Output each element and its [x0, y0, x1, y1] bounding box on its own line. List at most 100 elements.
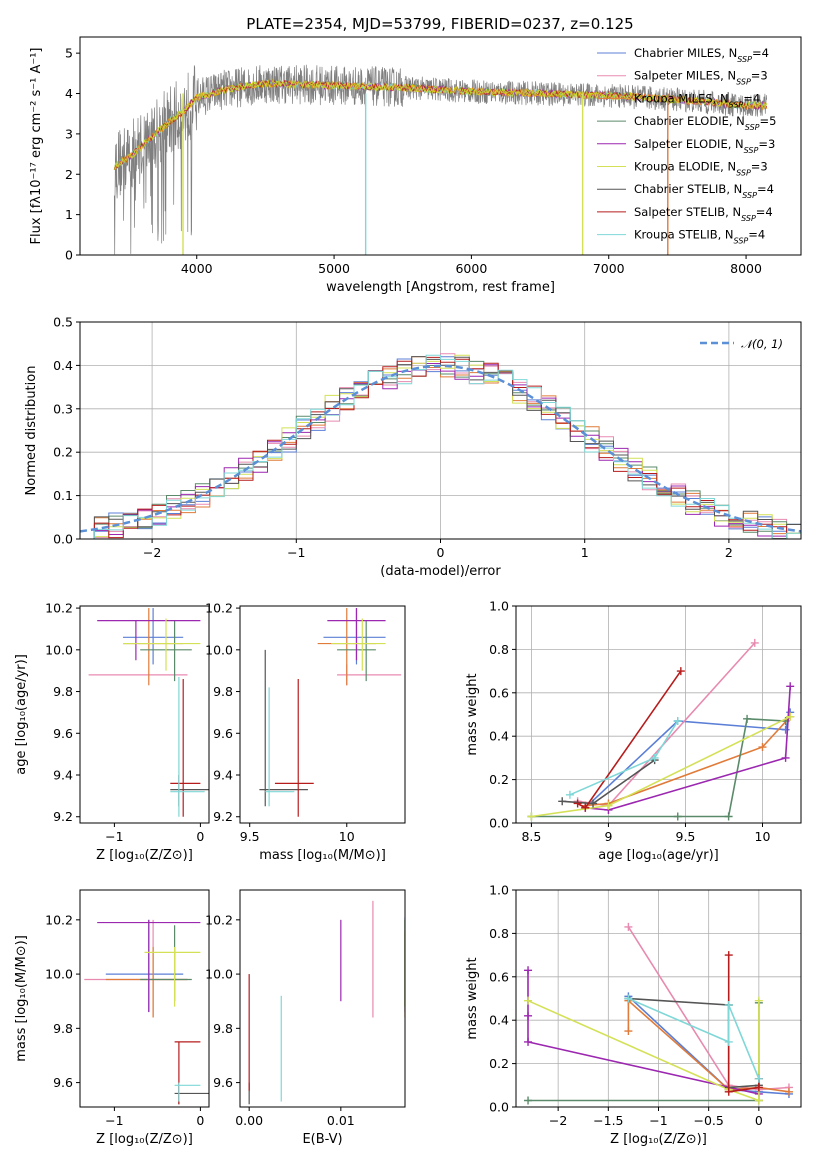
series-marker	[524, 1096, 533, 1105]
legend-subscript: SSP	[729, 100, 744, 109]
axes-frame	[79, 605, 210, 824]
weight-series	[573, 667, 685, 812]
panel-weight_vs_age: 8.5 9 9.5 10 0.0 0.2 0.4 0.6 0.8 1.0 age [log₁₀(ag…	[465, 599, 802, 863]
series-line	[584, 712, 791, 809]
errorbar-point	[170, 775, 209, 807]
legend-suffix: =4	[756, 205, 773, 219]
y-tick-label: 0.2	[53, 445, 73, 460]
y-tick-label: 10.2	[45, 601, 73, 616]
weight-series	[581, 682, 795, 814]
x-tick-label: 0	[755, 1113, 763, 1128]
panel-mass_vs_Z: −1 0 9.6 9.8 10.0 10.2 Z [log₁₀(Z/Z⊙)] mass [lo…	[14, 889, 210, 1147]
y-tick-label: 0.0	[489, 1100, 509, 1115]
panel-age_vs_Z: −1 0 9.2 9.4 9.6 9.8 10.0 10.2 Z [log₁₀(Z/Z⊙)] ag…	[14, 601, 210, 863]
y-tick-label: 1.0	[489, 599, 509, 614]
series-marker	[724, 951, 733, 960]
y-tick-label: 9.6	[213, 726, 233, 741]
y-tick-label: 0.4	[489, 1013, 509, 1028]
series-line	[527, 970, 760, 1095]
y-axis-label: mass weight	[465, 957, 480, 1039]
legend-suffix: =3	[751, 160, 768, 174]
series-marker	[650, 753, 659, 762]
legend-entry: 𝒩(0, 1)	[741, 337, 783, 351]
axes-frame	[239, 605, 406, 824]
y-tick-label: 0.4	[489, 729, 509, 744]
panel-weight_vs_Z: −2 −1.5 −1 −0.5 0 0.0 0.2 0.4 0.6 0.8 1.0 Z [log₁₀(…	[465, 883, 802, 1147]
axes-frame	[515, 605, 802, 824]
legend-suffix: =4	[752, 46, 769, 60]
series-line	[585, 686, 791, 811]
x-tick-label: −0.5	[693, 1113, 723, 1128]
y-tick-label: 9.8	[53, 684, 73, 699]
errorbar-point	[317, 608, 376, 686]
errorbar-point	[259, 649, 308, 807]
y-tick-label: 0.0	[53, 532, 73, 547]
series-line	[628, 997, 760, 1080]
y-tick-label: 4	[65, 86, 73, 101]
model-spectrum	[113, 78, 768, 171]
y-tick-label: 1	[65, 207, 73, 222]
x-tick-label: 8.5	[521, 829, 541, 844]
y-tick-label: 0.3	[53, 401, 73, 416]
series-marker	[524, 966, 533, 975]
errorbar-point	[123, 608, 184, 665]
y-tick-label: 10.0	[205, 642, 233, 657]
y-tick-label: 0	[65, 248, 73, 263]
plot-area	[248, 900, 405, 1105]
legend-suffix: =3	[758, 137, 775, 151]
y-axis-label: Normed distribution	[24, 366, 39, 496]
errorbar-point	[97, 919, 201, 1013]
errorbar-point	[170, 676, 205, 817]
series-marker	[573, 799, 582, 808]
x-tick-label: 4000	[181, 261, 213, 276]
observed-spectrum	[113, 64, 768, 255]
x-tick-label: −1	[105, 829, 123, 844]
y-axis-label: Flux [fλ10⁻¹⁷ erg cm⁻² s⁻¹ A⁻¹]	[29, 48, 44, 245]
legend-subscript: SSP	[742, 191, 757, 200]
series-marker	[750, 638, 759, 647]
legend-subscript: SSP	[736, 77, 751, 86]
series-marker	[589, 799, 598, 808]
series-marker	[781, 753, 790, 762]
series-marker	[527, 812, 536, 821]
weight-series	[524, 996, 763, 1105]
y-tick-label: 9.2	[53, 809, 73, 824]
y-tick-label: 9.6	[213, 1075, 233, 1090]
weight-series	[565, 717, 682, 799]
panel-spectrum: 4000 5000 6000 7000 8000 0 1 2 3 4 5 wavelength [An…	[29, 36, 802, 295]
y-tick-label: 0.8	[489, 642, 509, 657]
x-tick-label: −1	[649, 1113, 667, 1128]
x-tick-label: 8000	[730, 261, 762, 276]
y-tick-label: 5	[65, 46, 73, 61]
axes-frame	[239, 889, 406, 1108]
legend-subscript: SSP	[734, 236, 749, 245]
y-tick-label: 9.6	[53, 726, 73, 741]
x-tick-label: 7000	[593, 261, 625, 276]
x-axis-label: Z [log₁₀(Z/Z⊙)]	[96, 1132, 193, 1147]
x-tick-label: 0	[437, 545, 445, 560]
y-tick-label: 0.0	[489, 816, 509, 831]
panel-age_vs_mass: 9.5 10 9.2 9.4 9.6 9.8 10.0 10.2 mass [log₁₀(M/M…	[205, 601, 406, 863]
y-tick-label: 3	[65, 126, 73, 141]
legend-entry: Kroupa MILES, NSSP=4	[634, 91, 760, 109]
y-tick-label: 9.4	[53, 768, 73, 783]
series-line	[627, 926, 790, 1091]
plot-area	[259, 608, 402, 817]
weight-series	[624, 994, 763, 1083]
x-tick-label: 0.00	[235, 1113, 263, 1128]
series-marker	[673, 812, 682, 821]
series-marker	[724, 1087, 733, 1096]
panel-mass_vs_EBV: 0.00 0.01 9.6 9.8 10.0 10.2 E(B-V)	[205, 889, 406, 1147]
legend-entry: Chabrier MILES, NSSP=4	[634, 46, 769, 64]
x-axis-label: Z [log₁₀(Z/Z⊙)]	[610, 1132, 707, 1147]
x-axis-label: (data-model)/error	[380, 564, 501, 579]
series-marker	[724, 812, 733, 821]
y-tick-label: 0.1	[53, 488, 73, 503]
series-marker	[581, 803, 590, 812]
series-marker	[565, 790, 574, 799]
y-tick-label: 10.0	[45, 967, 73, 982]
x-tick-label: −1	[287, 545, 305, 560]
weight-series	[527, 712, 795, 821]
series-marker	[724, 1001, 733, 1010]
